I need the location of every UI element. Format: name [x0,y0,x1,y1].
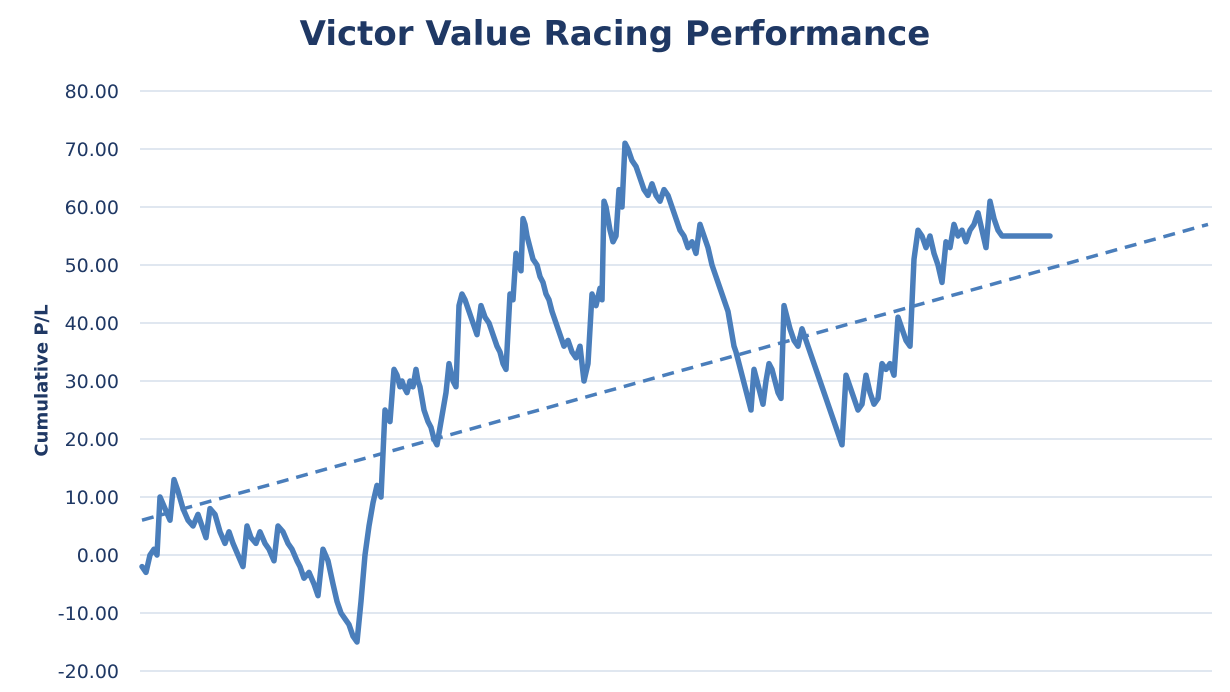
y-tick-label: 30.00 [65,371,119,393]
y-tick-label: 20.00 [65,429,119,451]
series-lines [139,140,1209,645]
y-tick-label: 0.00 [77,545,119,567]
y-tick-label: 50.00 [65,255,119,277]
y-axis-ticks: 80.00 70.00 60.00 50.00 40.00 30.00 20.00 10.00… [58,81,119,683]
y-tick-label: 60.00 [65,197,119,219]
y-tick-label: 70.00 [65,139,119,161]
trendline [141,222,1209,522]
y-tick-label: 10.00 [65,487,119,509]
y-tick-label: -10.00 [58,603,119,625]
y-tick-label: 40.00 [65,313,119,335]
y-tick-label: 80.00 [65,81,119,103]
chart-title: Victor Value Racing Performance [299,14,931,54]
y-tick-label: -20.00 [58,661,119,683]
gridlines [140,90,1212,672]
cumulative-pl-line [139,140,1053,645]
